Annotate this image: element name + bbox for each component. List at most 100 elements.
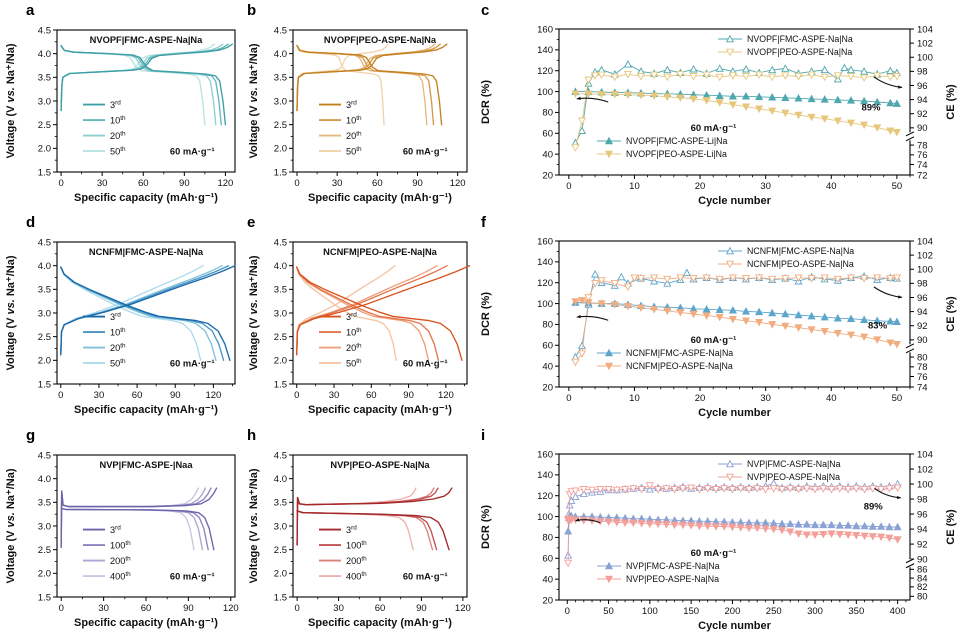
y-tick-label: 4.0 (38, 49, 51, 60)
x-tick-label: 40 (826, 181, 837, 192)
panel-b-curves (296, 43, 448, 126)
ce-tick-label: 90 (917, 554, 928, 565)
cycle-legend: 3rd 100th 200th 400th (319, 524, 367, 581)
panel-letter-e: e (247, 214, 256, 231)
x-axis: 0 10 20 30 40 50 Cycle number (566, 175, 911, 207)
y-tick-label: 2.0 (38, 144, 51, 155)
dcr-tick-label: 100 (537, 299, 553, 310)
rate-annotation: 60 mA·g⁻¹ (403, 571, 448, 581)
legend-top: NVP|FMC-ASPE-Na|Na NVP|PEO-ASPE-Na|Na (718, 459, 841, 482)
rate-annotation: 60 mA·g⁻¹ (170, 571, 215, 581)
cycle-legend-label: 100th (110, 540, 131, 550)
legend-bottom-label: NVP|PEO-ASPE-Na|Na (626, 574, 719, 584)
dcr-tick-label: 60 (542, 129, 553, 140)
cycle-legend-label: 400th (110, 571, 131, 581)
ce-tick-label: 104 (917, 24, 933, 35)
panel-a-curves (60, 43, 233, 126)
x-tick-label: 120 (205, 390, 221, 401)
dcr-tick-label: 140 (537, 470, 553, 481)
y-axis-label: Voltage (V vs. Na⁺/Na) (248, 43, 260, 158)
y-tick-label: 2.5 (274, 332, 287, 343)
x-tick-label: 90 (170, 390, 181, 401)
x-axis-label: Specific capacity (mAh·g⁻¹) (74, 617, 218, 629)
panel-a: a 0 30 60 90 120 Specific capacity (mAh·g⁻¹) 1.… (0, 0, 245, 212)
retention-annotation: 83% (868, 321, 888, 332)
panel-f: f 0 10 20 30 40 50 Cycle number 20 40 60 80 100 120 14… (473, 212, 980, 425)
legend-top-label: NCNFM|PEO-ASPE-Na|Na (747, 259, 854, 269)
x-axis: 0 30 60 90 120 Specific capacity (mAh·g⁻¹) (294, 172, 466, 204)
ce-tick-label: 74 (917, 160, 928, 171)
x-tick-label: 30 (760, 181, 771, 192)
series-1 (571, 274, 901, 367)
cycle-legend-label: 3rd (110, 524, 121, 534)
dcr-axis-label: DCR (%) (480, 505, 492, 549)
y-tick-label: 3.0 (38, 308, 51, 319)
rate-annotation: 60 mA·g⁻¹ (403, 146, 448, 156)
y-tick-label: 4.0 (274, 49, 287, 60)
arrowhead-icon (898, 295, 903, 299)
ce-tick-label: 100 (917, 53, 933, 64)
x-tick-label: 90 (412, 178, 423, 189)
ce-tick-label: 80 (917, 592, 928, 603)
y-axis: 1.5 2.0 2.5 3.0 3.5 4.0 4.5 Voltage (V vs. Na⁺/… (248, 25, 293, 178)
cycle-legend-label: 10th (346, 327, 362, 337)
y-tick-label: 3.5 (38, 498, 51, 509)
ce-tick-label: 76 (917, 372, 928, 383)
cycle-legend: 3rd 10th 20th 50th (319, 99, 362, 156)
series-3 (564, 515, 902, 544)
panel-letter-i: i (481, 427, 486, 444)
curve-3-charge (60, 265, 236, 356)
x-tick-label: 10 (629, 181, 640, 192)
x-axis-label: Cycle number (698, 195, 771, 207)
dcr-axis: 20 40 60 80 100 120 140 160 DCR (%) (480, 24, 559, 181)
ce-tick-label: 92 (917, 109, 928, 120)
curve-10-charge (296, 265, 448, 356)
curve-3-discharge (60, 44, 227, 126)
panel-g-curves (60, 487, 218, 551)
y-tick-label: 4.0 (274, 261, 287, 272)
y-tick-label: 3.5 (274, 73, 287, 84)
curve-3-charge (296, 265, 471, 356)
panel-letter-f: f (481, 214, 486, 231)
y-tick-label: 1.5 (38, 167, 51, 178)
curve-3-discharge (60, 266, 231, 361)
y-tick-label: 2.0 (38, 569, 51, 580)
y-tick-label: 2.5 (38, 332, 51, 343)
ce-tick-label: 90 (917, 123, 928, 134)
x-axis-label: Specific capacity (mAh·g⁻¹) (308, 404, 452, 416)
legend-bottom-label: NCNFM|PEO-ASPE-Na|Na (626, 361, 733, 371)
x-tick-label: 0 (565, 606, 570, 617)
x-tick-label: 0 (294, 390, 299, 401)
x-tick-label: 120 (223, 603, 239, 614)
cycle-legend-label: 50th (110, 146, 126, 156)
cycle-legend-label: 200th (346, 555, 367, 565)
panel-d-curves (60, 265, 236, 361)
legend-top-label: NVOPF|PEO-ASPE-Na|Na (747, 47, 852, 57)
panel-letter-c: c (481, 2, 490, 19)
y-tick-label: 4.5 (38, 237, 51, 248)
y-axis-label: Voltage (V vs. Na⁺/Na) (5, 468, 17, 583)
ce-tick-label: 96 (917, 293, 928, 304)
panel-title: NCNFM|FMC-ASPE-Na|Na (89, 247, 204, 257)
legend-bottom-label: NVOPF|FMC-ASPE-Li|Na (626, 136, 727, 146)
x-tick-label: 200 (725, 606, 741, 617)
rate-annotation: 60 mA·g⁻¹ (691, 548, 737, 559)
rate-annotation: 60 mA·g⁻¹ (170, 146, 215, 156)
x-tick-label: 60 (366, 390, 377, 401)
curve-50-discharge (60, 44, 206, 126)
arrowhead-icon (575, 518, 580, 522)
y-tick-label: 2.0 (274, 144, 287, 155)
y-axis: 1.5 2.0 2.5 3.0 3.5 4.0 4.5 Voltage (V vs. Na⁺/… (248, 450, 293, 603)
ce-tick-label: 80 (917, 352, 928, 363)
y-tick-label: 2.0 (38, 356, 51, 367)
y-tick-label: 2.0 (274, 356, 287, 367)
y-tick-label: 2.5 (274, 120, 287, 131)
x-axis-label: Specific capacity (mAh·g⁻¹) (308, 617, 452, 629)
x-tick-label: 0 (59, 603, 64, 614)
retention-annotation: 89% (864, 501, 884, 512)
y-axis-label: Voltage (V vs. Na⁺/Na) (248, 255, 260, 370)
panel-h-curves (296, 487, 453, 551)
